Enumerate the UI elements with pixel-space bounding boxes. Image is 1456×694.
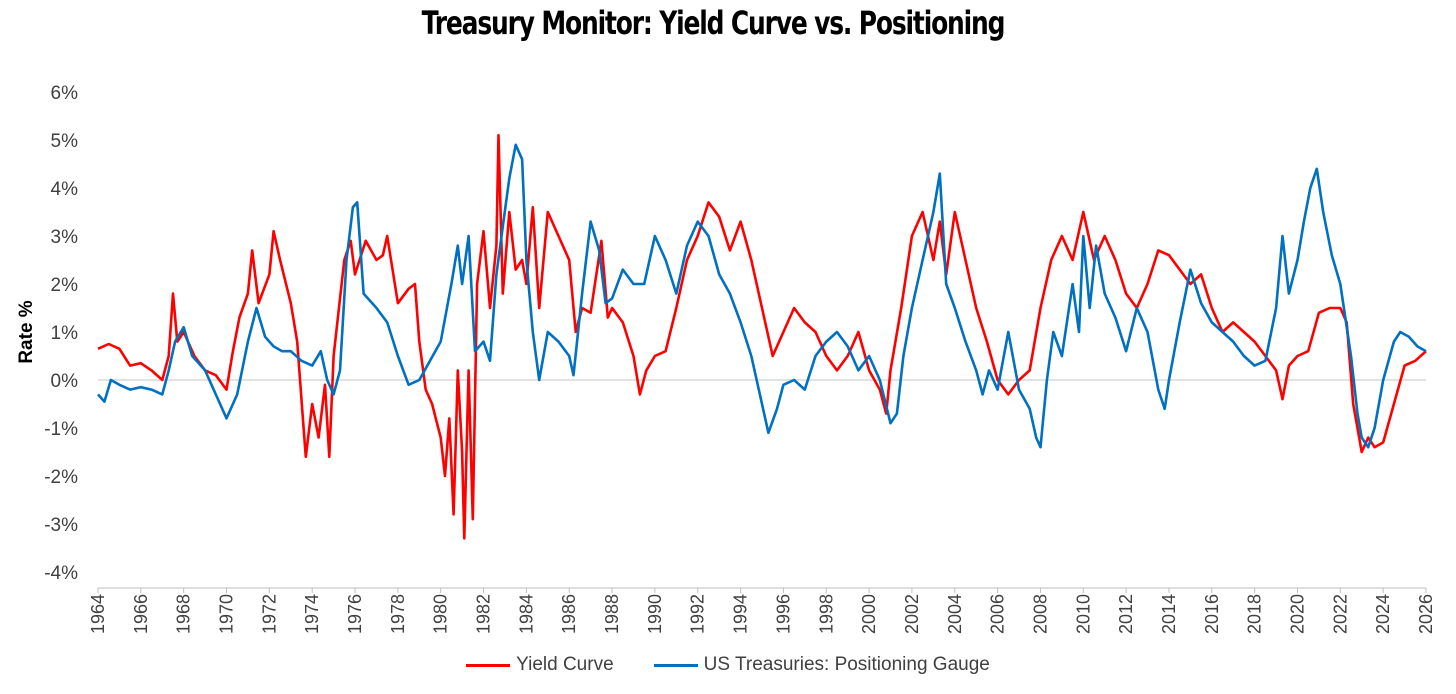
x-tick-label: 2002 [902,594,922,634]
series-line-yield-curve [97,133,1427,540]
x-tick-label: 2020 [1287,594,1307,634]
chart-title: Treasury Monitor: Yield Curve vs. Positi… [421,4,1006,42]
x-tick-label: 1984 [516,594,536,634]
x-tick-label: 1994 [731,594,751,634]
x-tick-label: 2016 [1202,594,1222,634]
x-tick-label: 1998 [816,594,836,634]
y-tick-label: 3% [51,227,79,248]
x-tick-label: 1990 [645,594,665,634]
x-tick-label: 2012 [1116,594,1136,634]
series-line-positioning-gauge [97,143,1427,449]
x-tick-label: 1980 [431,594,451,634]
x-tick-labels: 1964 1966 1968 1970 1972 1974 1976 1978 1980 1982… [88,594,1436,634]
y-axis-label: Rate % [16,300,37,363]
x-tick-label: 2014 [1159,594,1179,634]
series-lines [97,133,1427,540]
x-tick-label: 1996 [773,594,793,634]
y-axis-label-group: Rate % [16,300,37,363]
x-axis [97,587,1427,593]
legend-swatch-positioning-gauge [653,663,698,667]
legend: Yield Curve US Treasuries: Positioning G… [0,654,1456,676]
x-tick-label: 1972 [259,594,279,634]
legend-item-yield-curve: Yield Curve [466,654,614,676]
x-tick-label: 1992 [688,594,708,634]
y-tick-label: -2% [44,467,78,488]
x-tick-label: 1974 [302,594,322,634]
y-tick-label: -3% [44,515,78,536]
x-tick-label: 1966 [131,594,151,634]
y-tick-label: 6% [51,83,79,104]
y-tick-label: -4% [44,563,78,584]
x-tick-label: 2024 [1373,594,1393,634]
legend-swatch-yield-curve [466,663,511,667]
y-tick-label: 2% [51,275,79,296]
x-tick-label: 2022 [1330,594,1350,634]
y-tick-label: 5% [51,131,79,152]
legend-item-positioning-gauge: US Treasuries: Positioning Gauge [653,654,990,676]
x-tick-label: 1988 [602,594,622,634]
x-tick-label: 1982 [474,594,494,634]
x-tick-label: 1986 [559,594,579,634]
x-tick-label: 2026 [1416,594,1436,634]
x-tick-label: 2006 [988,594,1008,634]
x-tick-label: 1970 [217,594,237,634]
x-tick-label: 1978 [388,594,408,634]
x-tick-label: 1964 [88,594,108,634]
x-tick-label: 1976 [345,594,365,634]
x-tick-label: 1968 [174,594,194,634]
y-tick-label: -1% [44,419,78,440]
y-tick-label: 0% [51,371,79,392]
x-tick-label: 2004 [945,594,965,634]
legend-label-yield-curve: Yield Curve [516,654,614,675]
x-tick-label: 2000 [859,594,879,634]
x-tick-label: 2010 [1073,594,1093,634]
y-tick-label: 4% [51,179,79,200]
legend-label-positioning-gauge: US Treasuries: Positioning Gauge [703,654,990,675]
y-tick-labels: -4% -3% -2% -1% 0% 1% 2% 3% 4% 5% 6% [44,83,78,584]
x-tick-label: 2008 [1030,594,1050,634]
x-tick-label: 2018 [1245,594,1265,634]
y-tick-label: 1% [51,323,79,344]
